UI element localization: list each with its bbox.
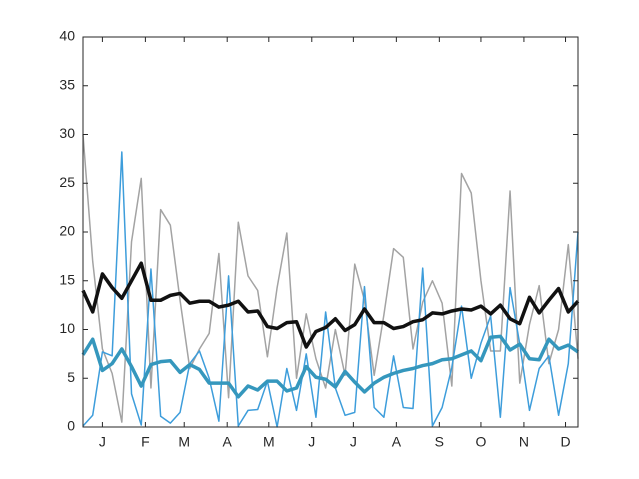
y-tick-label: 30 — [59, 125, 75, 141]
y-tick-label: 5 — [67, 369, 75, 385]
x-tick-label: M — [263, 434, 275, 450]
x-tick-label: J — [308, 434, 315, 450]
y-tick-label: 40 — [59, 28, 75, 44]
y-tick-label: 20 — [59, 223, 75, 239]
plot-lines — [81, 134, 580, 428]
data-line — [82, 151, 579, 428]
x-tick-label: A — [392, 434, 402, 450]
y-tick-label: 15 — [59, 271, 75, 287]
data-line — [82, 134, 579, 423]
y-tick-label: 35 — [59, 76, 75, 92]
data-line — [81, 334, 580, 399]
x-tick-label: D — [560, 434, 570, 450]
x-tick-label: J — [350, 434, 357, 450]
x-tick-label: J — [99, 434, 106, 450]
data-line — [81, 261, 580, 349]
x-tick-label: F — [141, 434, 150, 450]
x-tick-label: A — [223, 434, 233, 450]
x-tick-label: O — [475, 434, 486, 450]
x-tick-label: S — [435, 434, 444, 450]
y-tick-label: 10 — [59, 320, 75, 336]
x-tick-label: N — [519, 434, 529, 450]
y-tick-label: 25 — [59, 174, 75, 190]
x-tick-label: M — [178, 434, 190, 450]
y-tick-label: 0 — [67, 418, 75, 434]
